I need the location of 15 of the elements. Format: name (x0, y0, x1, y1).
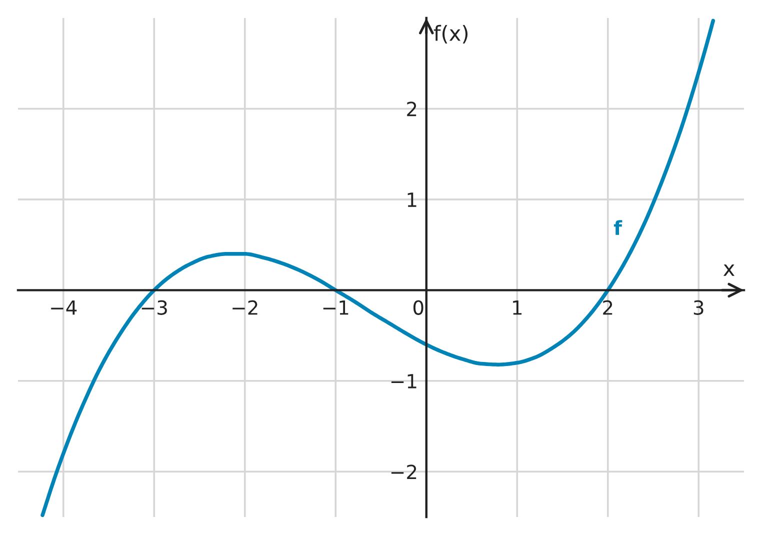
y-tick-label: −2 (391, 464, 416, 480)
y-tick-label: 1 (408, 192, 416, 207)
x-tick-label: −3 (142, 300, 167, 315)
x-tick-label: −4 (51, 300, 77, 315)
x-tick-label: −2 (232, 300, 258, 315)
y-axis-title: f(x) (434, 24, 468, 44)
y-tick-label: 2 (407, 102, 416, 116)
x-tick-label: 1 (513, 300, 522, 315)
x-tick-label: 2 (603, 300, 612, 315)
series-label: f (614, 220, 622, 235)
y-tick-label: −1 (391, 374, 416, 388)
x-tick-label: 3 (694, 300, 704, 315)
x-axis-title: x (723, 264, 734, 276)
x-tick-label: 0 (413, 300, 424, 315)
x-tick-label: −1 (323, 300, 348, 315)
